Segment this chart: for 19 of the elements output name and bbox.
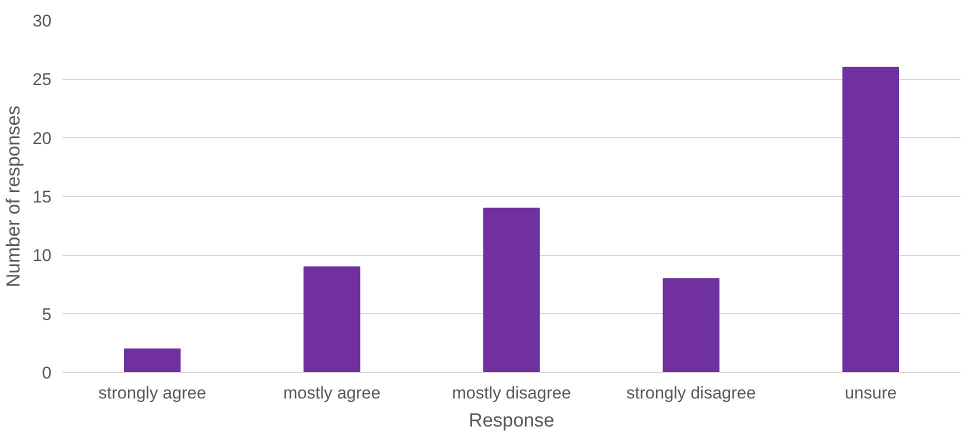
bar [483,208,540,372]
bar [662,278,720,372]
x-tick-label: unsure [844,384,897,402]
x-tick-label: strongly agree [98,384,206,402]
x-tick-label: mostly disagree [452,384,572,402]
bar [124,348,181,372]
y-tick-label: 30 [32,12,52,30]
y-tick-label: 5 [42,304,52,324]
y-axis-title: Number of responses [4,106,25,288]
y-tick-label: 15 [32,188,52,206]
y-tick-label: 20 [32,128,52,148]
y-tick-label: 0 [42,364,52,382]
y-tick-label: 10 [32,246,52,266]
x-tick-label: mostly agree [283,384,381,402]
x-tick-label: strongly disagree [626,384,756,402]
bar [304,266,360,372]
x-axis-title: Response [468,410,554,432]
y-tick-label: 25 [32,70,52,90]
bar [842,66,900,372]
